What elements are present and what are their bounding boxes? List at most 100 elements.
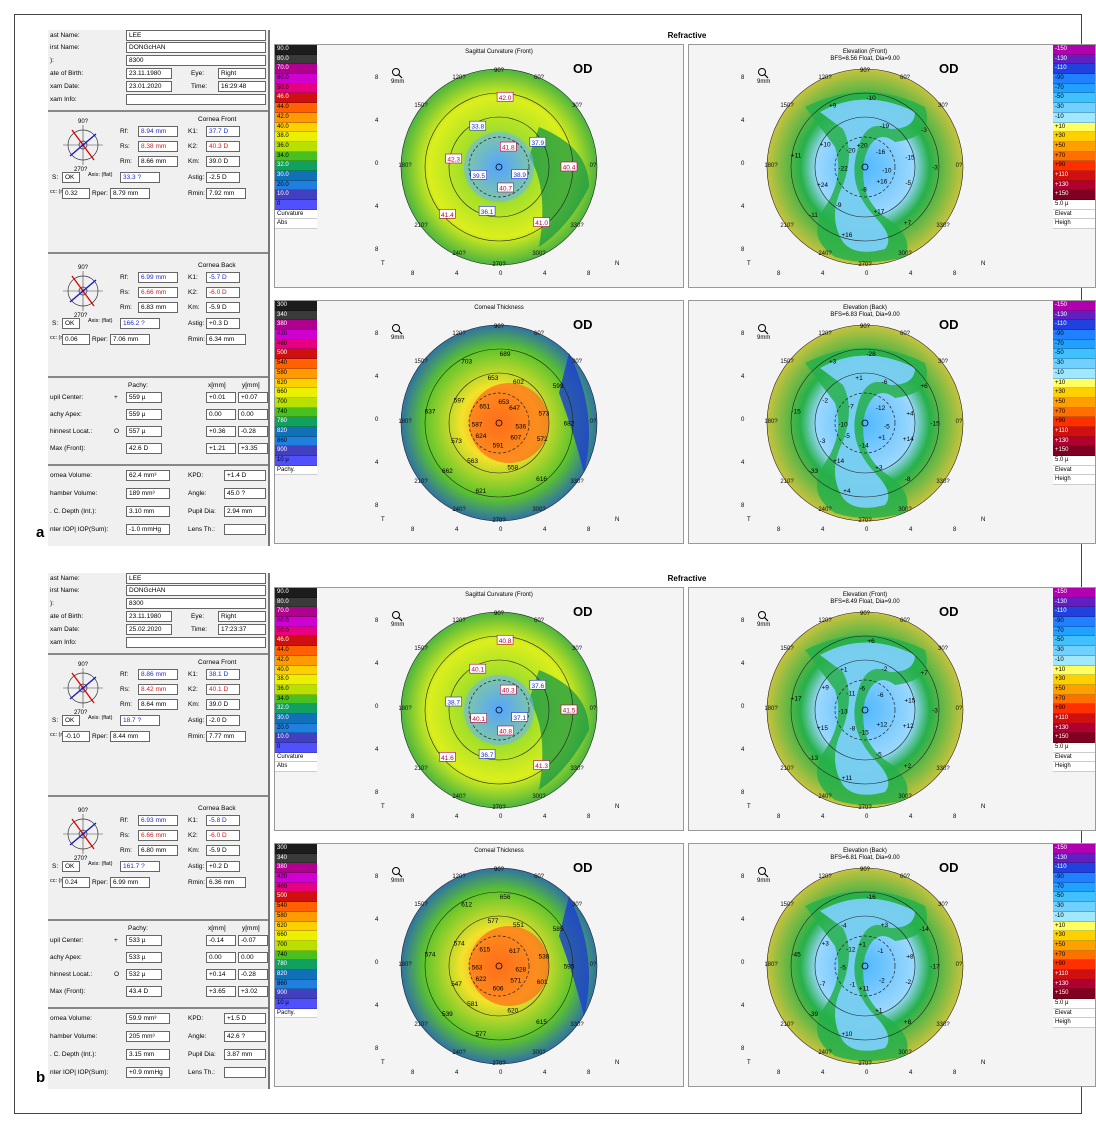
angle-field[interactable]: 42.6 ? — [224, 1031, 266, 1042]
cornea-back-rmin[interactable]: 6.36 mm — [206, 877, 246, 888]
cornea-front-axis[interactable]: 33.3 ? — [120, 172, 160, 183]
kpd-field[interactable]: +1.4 D — [224, 470, 266, 481]
pachy-row-y[interactable]: 0.00 — [238, 409, 268, 420]
corneal-thickness-map[interactable]: 120? 60? 150? 30? 180? 0? 210? 330? 240? 300? 90? 2… — [398, 323, 599, 524]
magnifier-icon[interactable] — [757, 67, 769, 81]
pachy-row-y[interactable]: +3.35 — [238, 443, 268, 454]
cornea-front-rper[interactable]: 8.44 mm — [110, 731, 150, 742]
cornea-back-rper[interactable]: 6.99 mm — [110, 877, 150, 888]
cornea-back-k2[interactable]: -6.0 D — [206, 830, 240, 841]
exam-date-field[interactable]: 25.02.2020 — [126, 624, 172, 635]
cornea-front-rper[interactable]: 8.79 mm — [110, 188, 150, 199]
last-name-field[interactable]: LEE — [126, 30, 266, 41]
pachy-row-x[interactable]: -0.14 — [206, 935, 236, 946]
elevation-back-map[interactable]: 120? 60? 150? 30? 180? 0? 210? 330? 240? 300? 90? 2… — [764, 323, 965, 524]
exam-info-field[interactable] — [126, 637, 266, 648]
elevation-back-map[interactable]: 120? 60? 150? 30? 180? 0? 210? 330? 240? 300? 90? 2… — [764, 866, 965, 1067]
cornea-front-k2[interactable]: 40.3 D — [206, 141, 240, 152]
pupil-dia-field[interactable]: 2.94 mm — [224, 506, 266, 517]
pachy-row-value[interactable]: 559 µ — [126, 392, 162, 403]
cornea-back-rf[interactable]: 6.93 mm — [138, 815, 178, 826]
pachy-row-y[interactable]: -0.28 — [238, 426, 268, 437]
cornea-back-k1[interactable]: -5.8 D — [206, 815, 240, 826]
cornea-front-ecc[interactable]: 0.32 — [62, 188, 90, 199]
pachy-row-x[interactable]: +3.65 — [206, 986, 236, 997]
pachy-row-y[interactable]: -0.28 — [238, 969, 268, 980]
cornea-back-rf[interactable]: 6.99 mm — [138, 272, 178, 283]
cornea-back-rm[interactable]: 6.80 mm — [138, 845, 178, 856]
pachy-row-x[interactable]: 0.00 — [206, 952, 236, 963]
cornea-front-rmin[interactable]: 7.92 mm — [206, 188, 246, 199]
cornea-back-ecc[interactable]: 0.24 — [62, 877, 90, 888]
pachy-row-value[interactable]: 533 µ — [126, 952, 162, 963]
cornea-front-rm[interactable]: 8.66 mm — [138, 156, 178, 167]
cornea-back-axis[interactable]: 161.7 ? — [120, 861, 160, 872]
cornea-front-rf[interactable]: 8.86 mm — [138, 669, 178, 680]
cornea-back-k1[interactable]: -5.7 D — [206, 272, 240, 283]
depth-field[interactable]: 3.10 mm — [126, 506, 170, 517]
magnifier-icon[interactable] — [757, 323, 769, 337]
id-field[interactable]: 8300 — [126, 598, 266, 609]
pachy-row-x[interactable]: +0.14 — [206, 969, 236, 980]
cornea-back-rm[interactable]: 6.83 mm — [138, 302, 178, 313]
exam-date-field[interactable]: 23.01.2020 — [126, 81, 172, 92]
pachy-row-x[interactable]: +1.21 — [206, 443, 236, 454]
pachy-row-value[interactable]: 532 µ — [126, 969, 162, 980]
time-field[interactable]: 17:23:37 — [218, 624, 266, 635]
last-name-field[interactable]: LEE — [126, 573, 266, 584]
cornea-front-k1[interactable]: 37.7 D — [206, 126, 240, 137]
cornea-front-k1[interactable]: 38.1 D — [206, 669, 240, 680]
chamber-volume-field[interactable]: 189 mm³ — [126, 488, 170, 499]
sagittal-curvature-map[interactable]: 120? 60? 150? 30? 180? 0? 210? 330? 240? 300? 90? 2… — [398, 67, 599, 268]
iop-field[interactable]: -1.0 mmHg — [126, 524, 170, 535]
cornea-volume-field[interactable]: 59.9 mm³ — [126, 1013, 170, 1024]
cornea-back-rs[interactable]: 6.66 mm — [138, 287, 178, 298]
magnifier-icon[interactable] — [391, 67, 403, 81]
cornea-back-astig[interactable]: +0.2 D — [206, 861, 240, 872]
dob-field[interactable]: 23.11.1980 — [126, 68, 172, 79]
lens-field[interactable] — [224, 1067, 266, 1078]
pachy-row-y[interactable]: +3.02 — [238, 986, 268, 997]
pachy-row-x[interactable]: +0.01 — [206, 392, 236, 403]
cornea-front-km[interactable]: 39.0 D — [206, 156, 240, 167]
magnifier-icon[interactable] — [757, 866, 769, 880]
cornea-volume-field[interactable]: 62.4 mm³ — [126, 470, 170, 481]
pachy-row-x[interactable]: 0.00 — [206, 409, 236, 420]
cornea-back-k2[interactable]: -6.0 D — [206, 287, 240, 298]
cornea-front-k2[interactable]: 40.1 D — [206, 684, 240, 695]
cornea-front-axis[interactable]: 18.7 ? — [120, 715, 160, 726]
exam-info-field[interactable] — [126, 94, 266, 105]
angle-field[interactable]: 45.0 ? — [224, 488, 266, 499]
eye-field[interactable]: Right — [218, 611, 266, 622]
pupil-dia-field[interactable]: 3.87 mm — [224, 1049, 266, 1060]
first-name-field[interactable]: DONGcHAN — [126, 42, 266, 53]
pachy-row-x[interactable]: +0.36 — [206, 426, 236, 437]
first-name-field[interactable]: DONGcHAN — [126, 585, 266, 596]
elevation-front-map[interactable]: 120? 60? 150? 30? 180? 0? 210? 330? 240? 300? 90? 2… — [764, 67, 965, 268]
pachy-row-value[interactable]: 42.6 D — [126, 443, 162, 454]
eye-field[interactable]: Right — [218, 68, 266, 79]
pachy-row-value[interactable]: 533 µ — [126, 935, 162, 946]
pachy-row-value[interactable]: 557 µ — [126, 426, 162, 437]
cornea-front-ecc[interactable]: -0.10 — [62, 731, 90, 742]
cornea-front-rf[interactable]: 8.94 mm — [138, 126, 178, 137]
cornea-back-rmin[interactable]: 6.34 mm — [206, 334, 246, 345]
cornea-back-axis[interactable]: 166.2 ? — [120, 318, 160, 329]
magnifier-icon[interactable] — [391, 866, 403, 880]
cornea-back-astig[interactable]: +0.3 D — [206, 318, 240, 329]
iop-field[interactable]: +0.9 mmHg — [126, 1067, 170, 1078]
cornea-back-qs[interactable]: OK — [62, 861, 80, 872]
time-field[interactable]: 16:29:48 — [218, 81, 266, 92]
cornea-back-rs[interactable]: 6.66 mm — [138, 830, 178, 841]
dob-field[interactable]: 23.11.1980 — [126, 611, 172, 622]
magnifier-icon[interactable] — [757, 610, 769, 624]
cornea-front-qs[interactable]: OK — [62, 172, 80, 183]
cornea-front-rmin[interactable]: 7.77 mm — [206, 731, 246, 742]
cornea-back-qs[interactable]: OK — [62, 318, 80, 329]
cornea-back-ecc[interactable]: 0.06 — [62, 334, 90, 345]
cornea-front-rs[interactable]: 8.42 mm — [138, 684, 178, 695]
cornea-back-km[interactable]: -5.9 D — [206, 302, 240, 313]
lens-field[interactable] — [224, 524, 266, 535]
elevation-front-map[interactable]: 120? 60? 150? 30? 180? 0? 210? 330? 240? 300? 90? 2… — [764, 610, 965, 811]
corneal-thickness-map[interactable]: 120? 60? 150? 30? 180? 0? 210? 330? 240? 300? 90? 2… — [398, 866, 599, 1067]
